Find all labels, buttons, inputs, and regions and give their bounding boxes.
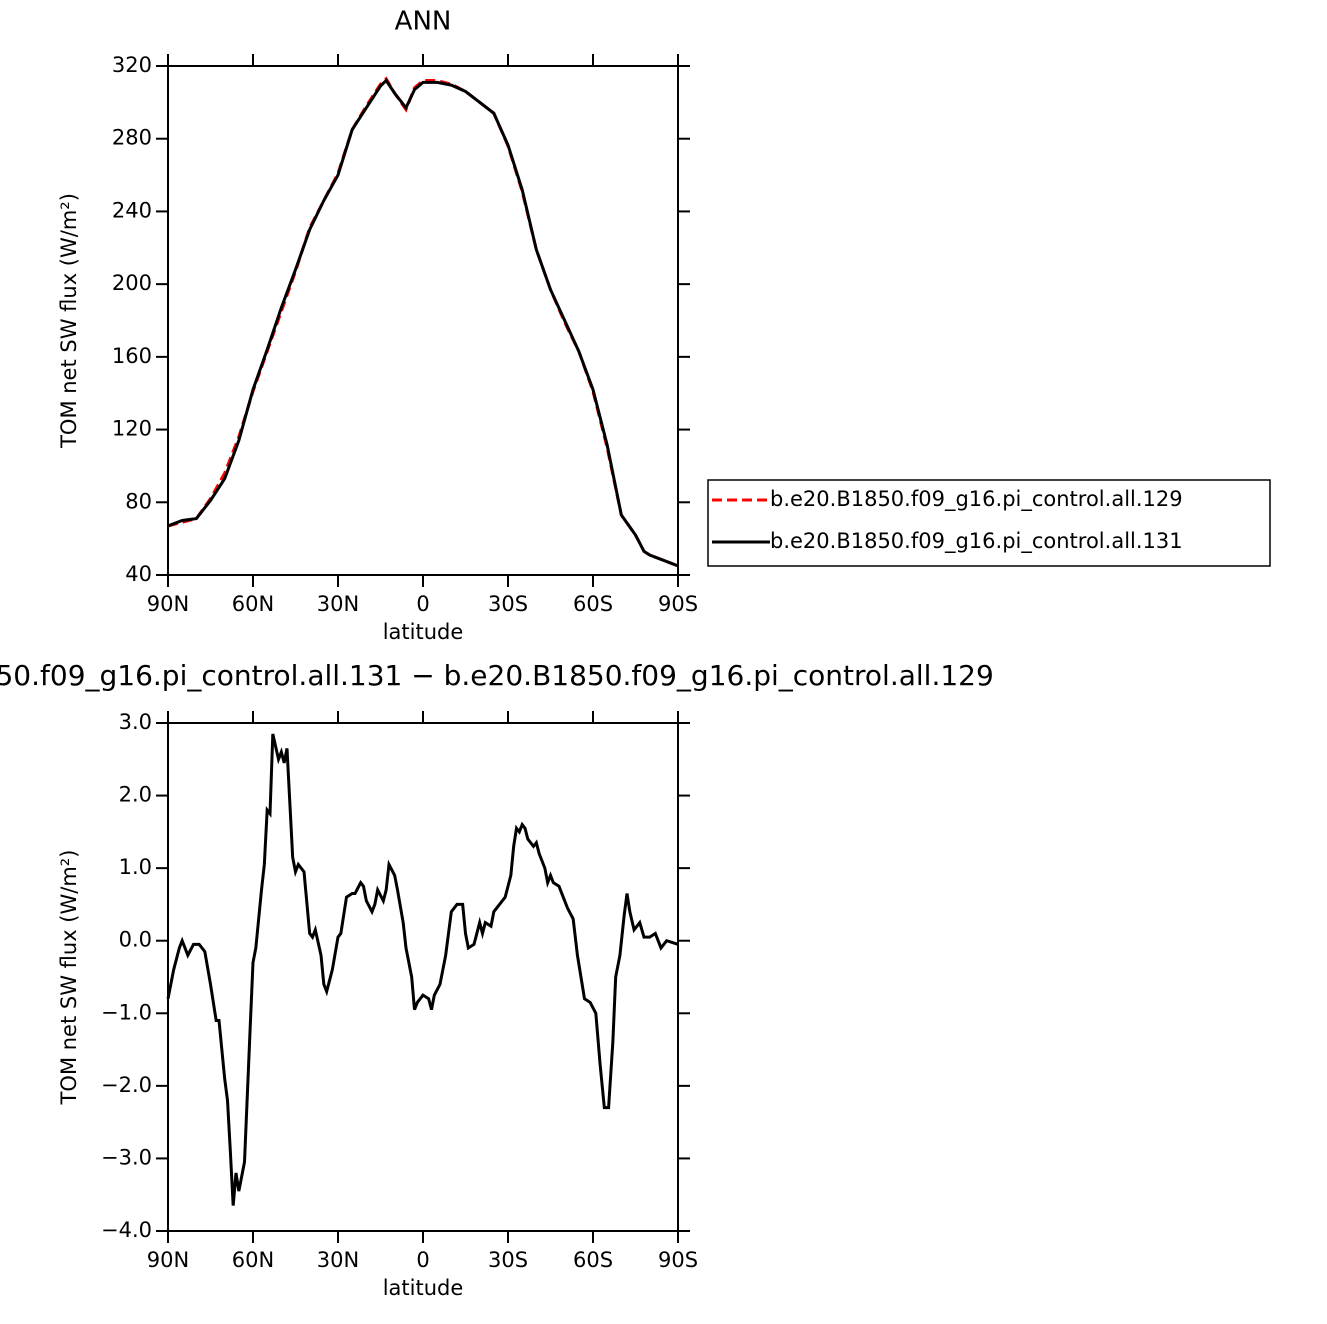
y-tick-label: −4.0 — [101, 1218, 152, 1242]
x-tick-label: 90N — [147, 592, 189, 616]
x-tick-label: 0 — [416, 592, 429, 616]
y-tick-label: 160 — [112, 344, 152, 368]
legend-label: b.e20.B1850.f09_g16.pi_control.all.129 — [770, 487, 1183, 512]
x-tick-label: 60S — [573, 1248, 613, 1272]
y-tick-label: −2.0 — [101, 1073, 152, 1097]
x-tick-label: 30N — [317, 592, 359, 616]
x-axis-label: latitude — [383, 620, 464, 644]
y-tick-label: 120 — [112, 417, 152, 441]
y-tick-label: −3.0 — [101, 1145, 152, 1169]
y-tick-label: 40 — [125, 562, 152, 586]
y-tick-label: −1.0 — [101, 1000, 152, 1024]
x-tick-label: 90N — [147, 1248, 189, 1272]
y-tick-label: 280 — [112, 126, 152, 150]
data-line — [167, 78, 679, 568]
x-axis-label: latitude — [383, 1276, 464, 1300]
x-tick-label: 30S — [488, 1248, 528, 1272]
y-tick-label: 3.0 — [119, 710, 152, 734]
x-tick-label: 90S — [658, 592, 698, 616]
x-tick-label: 30N — [317, 1248, 359, 1272]
legend-label: b.e20.B1850.f09_g16.pi_control.all.131 — [770, 529, 1183, 554]
x-tick-label: 30S — [488, 592, 528, 616]
x-tick-label: 60S — [573, 592, 613, 616]
y-axis-label: TOM net SW flux (W/m²) — [57, 850, 81, 1106]
data-line — [166, 733, 679, 1206]
x-tick-label: 60N — [232, 592, 274, 616]
x-tick-label: 90S — [658, 1248, 698, 1272]
y-tick-label: 0.0 — [119, 928, 152, 952]
x-tick-label: 60N — [232, 1248, 274, 1272]
plot-frame — [167, 65, 679, 576]
y-tick-label: 240 — [112, 198, 152, 222]
y-axis-label: TOM net SW flux (W/m²) — [57, 193, 81, 449]
legend-box — [707, 479, 1271, 567]
chart-title: ANN — [395, 7, 452, 37]
y-tick-label: 200 — [112, 271, 152, 295]
chart-title: b.e20.B1850.f09_g16.pi_control.all.131 −… — [0, 659, 994, 692]
y-tick-label: 2.0 — [119, 783, 152, 807]
y-tick-label: 320 — [112, 53, 152, 77]
y-tick-label: 1.0 — [119, 855, 152, 879]
y-tick-label: 80 — [125, 489, 152, 513]
data-line — [167, 76, 679, 568]
x-tick-label: 0 — [416, 1248, 429, 1272]
